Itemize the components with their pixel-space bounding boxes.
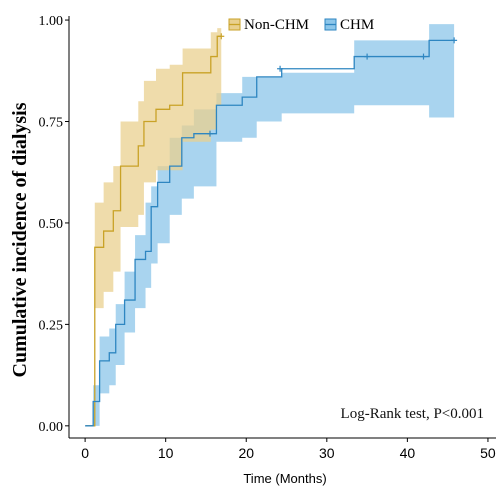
x-tick-label: 50: [480, 445, 496, 461]
step-line-chm: [85, 39, 455, 427]
y-tick-label: 0.50: [39, 217, 64, 232]
legend-item-chm: CHM: [324, 17, 374, 33]
confidence-band-chm: [85, 24, 455, 426]
axes-layer: 0.00 0.25 0.50 0.75 1.00 0 10 20 30 40 50: [39, 14, 496, 461]
x-tick-label: 10: [158, 445, 174, 461]
legend-label: Non-CHM: [244, 17, 309, 33]
legend-item-non-chm: Non-CHM: [228, 17, 309, 33]
step-lines-layer: [85, 35, 455, 427]
logrank-annotation: Log-Rank test, P<0.001: [341, 406, 484, 422]
x-tick-label: 0: [81, 445, 89, 461]
legend: Non-CHM CHM: [228, 17, 374, 33]
confidence-band-non-chm: [85, 28, 222, 426]
legend-label: CHM: [340, 17, 374, 33]
confidence-bands-layer: [85, 24, 455, 426]
censor-marks-layer: [206, 33, 458, 137]
x-tick-label: 30: [319, 445, 335, 461]
x-axis-label: Time (Months): [243, 471, 326, 486]
x-tick-label: 40: [400, 445, 416, 461]
y-tick-label: 0.25: [39, 318, 64, 333]
y-tick-label: 0.75: [39, 116, 64, 131]
y-tick-label: 1.00: [39, 14, 64, 29]
x-tick-label: 20: [238, 445, 254, 461]
y-axis-label: Cumulative incidence of dialysis: [9, 102, 31, 377]
step-line-non-chm: [85, 35, 222, 427]
y-tick-label: 0.00: [39, 420, 64, 435]
